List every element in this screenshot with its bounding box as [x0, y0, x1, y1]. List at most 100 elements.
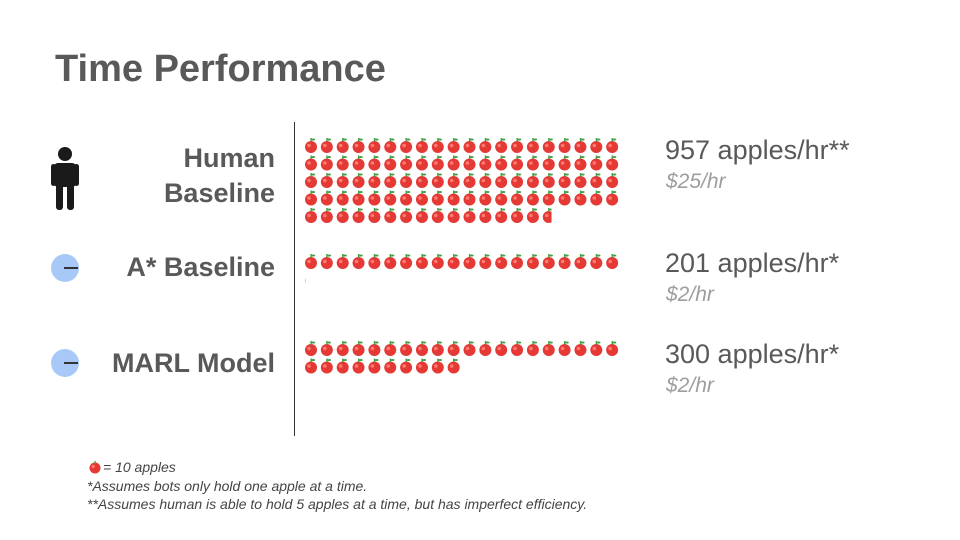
apple-mark-141 — [368, 358, 381, 374]
footnote-bots: *Assumes bots only hold one apple at a t… — [87, 478, 368, 494]
apple-mark-45 — [384, 173, 397, 188]
apple-mark-114 — [590, 254, 603, 269]
apple-mark-105 — [447, 254, 460, 269]
apple-mark-77 — [574, 190, 587, 206]
rate-marl: 300 apples/hr* — [665, 339, 840, 369]
apple-mark-36 — [558, 155, 571, 171]
apple-mark-63 — [352, 190, 365, 206]
apple-mark-61 — [320, 190, 333, 206]
apple-mark-96 — [305, 254, 317, 269]
apple-mark-19 — [606, 138, 619, 153]
apple-mark-22 — [336, 155, 349, 171]
apple-mark-55 — [542, 173, 555, 188]
apple-mark-13 — [511, 138, 524, 153]
apple-mark-33 — [511, 155, 524, 171]
apple-mark-46 — [400, 173, 413, 188]
apple-mark-102 — [400, 254, 413, 269]
apple-mark-97 — [320, 254, 333, 269]
apple-mark-126 — [447, 341, 460, 356]
apple-mark-60 — [305, 190, 317, 206]
apple-mark-98 — [336, 254, 349, 269]
apple-mark-26 — [400, 155, 413, 171]
page-title: Time Performance — [55, 48, 386, 90]
apple-mark-121 — [368, 341, 381, 356]
robot-dot-icon — [50, 253, 80, 288]
apple-mark-9 — [447, 138, 460, 153]
apple-mark-106 — [463, 254, 476, 269]
apple-mark-137 — [305, 358, 317, 374]
apple-mark-32 — [495, 155, 508, 171]
apple-mark-29 — [447, 155, 460, 171]
apple-mark-21 — [320, 155, 333, 171]
apple-mark-50 — [463, 173, 476, 188]
apple-mark-43 — [352, 173, 365, 188]
apple-mark-75 — [542, 190, 555, 206]
apple-mark-2 — [336, 138, 349, 153]
apple-mark-42 — [336, 173, 349, 188]
category-label-line1: Human — [183, 143, 275, 173]
apple-mark-135 — [590, 341, 603, 356]
apple-mark-14 — [526, 138, 539, 153]
apple-mark-49 — [447, 173, 460, 188]
apple-mark-70 — [463, 190, 476, 206]
apple-mark-89 — [447, 208, 460, 223]
apple-mark-86 — [400, 208, 413, 223]
apple-mark-8 — [431, 138, 444, 153]
person-icon — [50, 146, 80, 217]
category-label-astar: A* Baseline — [126, 252, 275, 282]
apple-mark-57 — [574, 173, 587, 188]
apple-mark-83 — [352, 208, 365, 223]
apple-mark-142 — [384, 358, 397, 374]
apple-mark-120 — [352, 341, 365, 356]
apple-mark-81 — [320, 208, 333, 223]
apple-mark-67 — [415, 190, 428, 206]
apple-mark-3 — [352, 138, 365, 153]
apple-mark-16 — [558, 138, 571, 153]
apple-mark-69 — [447, 190, 460, 206]
apple-mark-100 — [368, 254, 381, 269]
apple-mark-129 — [495, 341, 508, 356]
apple-mark-31 — [479, 155, 492, 171]
apple-mark-90 — [463, 208, 476, 223]
apple-mark-59 — [606, 173, 619, 188]
apple-mark-113 — [574, 254, 587, 269]
apple-mark-140 — [352, 358, 365, 374]
apple-mark-12 — [495, 138, 508, 153]
apple-mark-44 — [368, 173, 381, 188]
cost-human: $25/hr — [666, 170, 726, 193]
apple-mark-117 — [305, 341, 317, 356]
apple-mark-101 — [384, 254, 397, 269]
apple-mark-52 — [495, 173, 508, 188]
apple-mark-54 — [526, 173, 539, 188]
apple-mark-73 — [511, 190, 524, 206]
apple-mark-4 — [368, 138, 381, 153]
apple-mark-118 — [320, 341, 333, 356]
apple-mark-109 — [511, 254, 524, 269]
apple-mark-47 — [415, 173, 428, 188]
apple-mark-72 — [495, 190, 508, 206]
apple-mark-30 — [463, 155, 476, 171]
apple-mark-58 — [590, 173, 603, 188]
apple-mark-78 — [590, 190, 603, 206]
apple-mark-115 — [606, 254, 619, 269]
apple-mark-104 — [431, 254, 444, 269]
apple-mark-65 — [384, 190, 397, 206]
apple-mark-25 — [384, 155, 397, 171]
apple-mark-20 — [305, 155, 317, 171]
apple-mark-93 — [511, 208, 524, 223]
apple-mark-6 — [400, 138, 413, 153]
apple-mark-112 — [558, 254, 571, 269]
apple-mark-138 — [320, 358, 333, 374]
apple-mark-132 — [542, 341, 555, 356]
rate-human: 957 apples/hr** — [665, 135, 850, 165]
apple-mark-38 — [590, 155, 603, 171]
apple-mark-108 — [495, 254, 508, 269]
apple-mark-124 — [415, 341, 428, 356]
apple-mark-17 — [574, 138, 587, 153]
cost-astar: $2/hr — [666, 283, 714, 306]
apple-mark-7 — [415, 138, 428, 153]
apple-mark-5 — [384, 138, 397, 153]
apple-mark-64 — [368, 190, 381, 206]
apple-mark-128 — [479, 341, 492, 356]
